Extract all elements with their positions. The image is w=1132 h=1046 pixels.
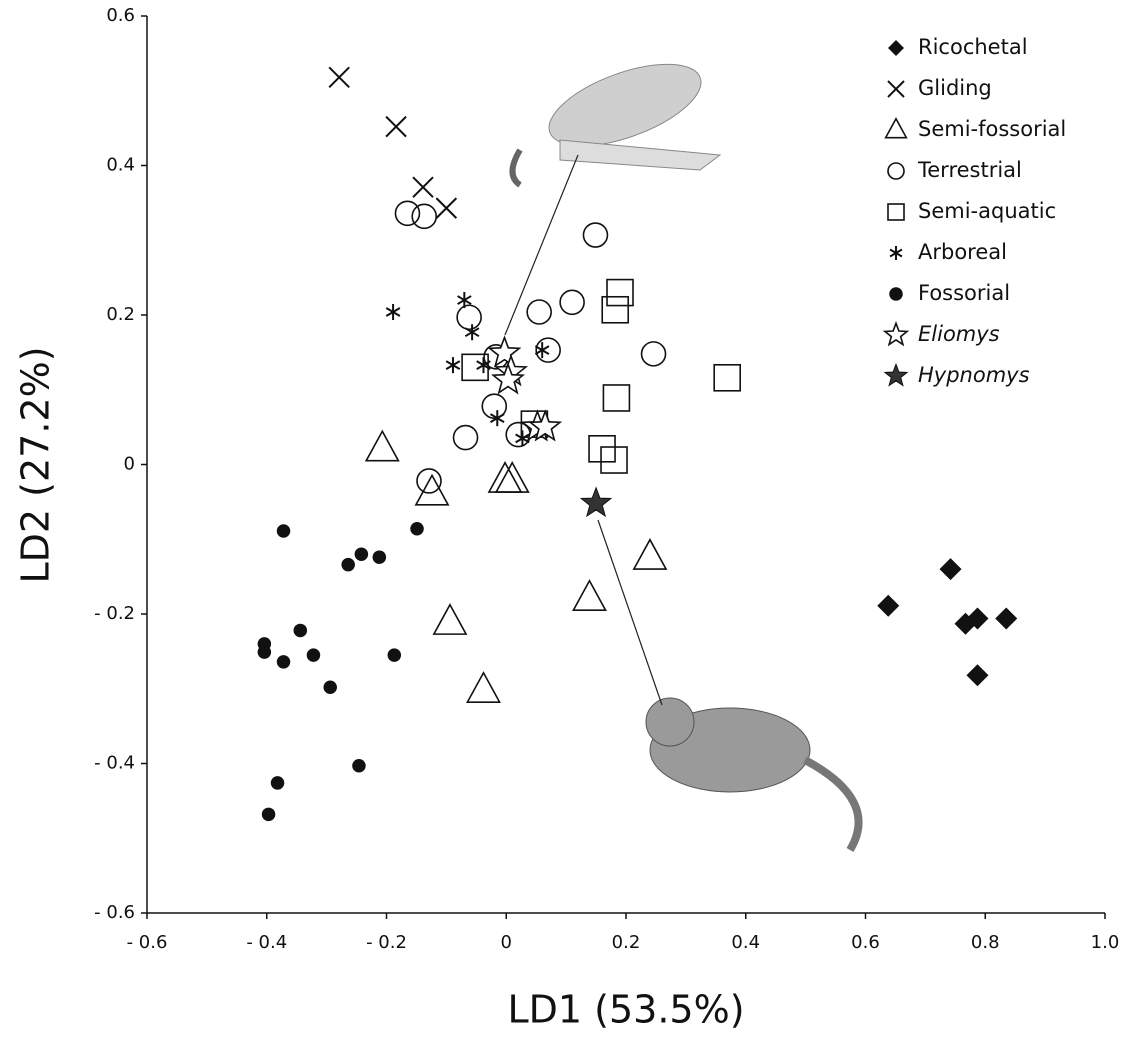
point: [355, 547, 369, 561]
legend-marker: [886, 119, 907, 138]
x-tick-label: - 0.2: [366, 932, 407, 953]
point: [516, 430, 530, 446]
point: [467, 673, 499, 702]
legend-marker: [888, 81, 904, 97]
x-tick-label: - 0.4: [246, 932, 287, 953]
legend-label: Fossorial: [918, 281, 1010, 305]
legend-label: Hypnomys: [918, 363, 1030, 387]
legend-marker: [890, 246, 902, 260]
series: [490, 338, 560, 440]
y-axis-label: LD2 (27.2%): [14, 346, 58, 583]
point: [434, 605, 466, 634]
y-tick-label: - 0.2: [94, 603, 135, 624]
legend: Ricochetal Gliding Semi-fossorial Terrestri…: [885, 35, 1066, 387]
point: [388, 648, 402, 662]
point: [395, 201, 419, 225]
point: [527, 300, 551, 324]
legend-marker: [888, 40, 904, 56]
point: [490, 338, 520, 366]
legend-label: Semi-fossorial: [918, 117, 1066, 141]
legend-label: Semi-aquatic: [918, 199, 1056, 223]
legend-label: Eliomys: [918, 322, 1000, 346]
point: [366, 431, 398, 460]
point: [436, 198, 456, 218]
legend-marker: [888, 163, 904, 179]
point: [307, 648, 321, 662]
point: [454, 426, 478, 450]
x-tick-label: 0.2: [612, 932, 641, 953]
point: [966, 664, 988, 686]
point: [634, 540, 666, 569]
y-tick-label: 0.4: [106, 155, 135, 176]
illustration-upper: [513, 48, 721, 185]
legend-label: Ricochetal: [918, 35, 1028, 59]
chart: LD1 (53.5%) LD2 (27.2%) - 0.6 - 0.4 - 0.2 0…: [0, 0, 1132, 1046]
y-tick-label: - 0.6: [94, 902, 135, 923]
legend-marker: [885, 364, 907, 385]
y-tick-label: 0.6: [106, 5, 135, 26]
x-tick-label: 0.6: [851, 932, 880, 953]
point: [581, 488, 611, 516]
point: [271, 776, 285, 790]
series: [395, 201, 665, 493]
point: [589, 436, 615, 462]
point: [714, 365, 740, 391]
point: [446, 357, 460, 373]
x-axis-label: LD1 (53.5%): [507, 988, 744, 1032]
legend-label: Arboreal: [918, 240, 1007, 264]
point: [607, 280, 633, 306]
y-tick-label: 0.2: [106, 304, 135, 325]
point: [277, 524, 291, 538]
point: [413, 177, 433, 197]
point: [386, 117, 406, 137]
series: [877, 558, 1017, 686]
point: [603, 385, 629, 411]
series: [329, 67, 456, 218]
point: [341, 558, 355, 572]
point: [329, 67, 349, 87]
illustration-lower: [646, 698, 859, 850]
point: [602, 297, 628, 323]
series: [258, 522, 424, 821]
x-tick-label: 1.0: [1091, 932, 1120, 953]
point: [995, 607, 1017, 629]
legend-marker: [888, 204, 904, 220]
point: [323, 681, 337, 695]
series: [366, 431, 666, 702]
point: [294, 624, 308, 638]
point: [412, 204, 436, 228]
point: [536, 338, 560, 362]
point: [940, 558, 962, 580]
point: [373, 550, 387, 564]
leader-line: [598, 520, 662, 705]
y-tick-label: 0: [124, 454, 135, 475]
x-tick-label: 0: [501, 932, 512, 953]
x-tick-label: 0.4: [731, 932, 760, 953]
point: [262, 808, 276, 822]
legend-marker: [889, 287, 903, 301]
legend-label: Gliding: [918, 76, 992, 100]
point: [352, 759, 366, 773]
series: [581, 488, 611, 516]
y-tick-label: - 0.4: [94, 753, 135, 774]
point: [583, 223, 607, 247]
point: [386, 304, 400, 320]
legend-marker: [885, 323, 907, 344]
point: [601, 447, 627, 473]
legend-label: Terrestrial: [917, 158, 1022, 182]
point: [457, 305, 481, 329]
point: [877, 595, 899, 617]
point: [560, 290, 584, 314]
x-tick-label: - 0.6: [127, 932, 168, 953]
point: [573, 581, 605, 610]
point: [642, 342, 666, 366]
x-tick-label: 0.8: [971, 932, 1000, 953]
point: [258, 645, 272, 659]
point: [277, 655, 291, 669]
point: [410, 522, 424, 536]
